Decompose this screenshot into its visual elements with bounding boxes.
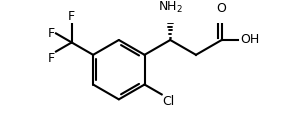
Text: Cl: Cl: [162, 95, 175, 108]
Text: F: F: [48, 52, 55, 65]
Text: O: O: [217, 2, 226, 15]
Text: F: F: [48, 27, 55, 40]
Text: F: F: [68, 10, 75, 23]
Text: OH: OH: [240, 34, 259, 47]
Text: NH$_2$: NH$_2$: [158, 0, 183, 15]
